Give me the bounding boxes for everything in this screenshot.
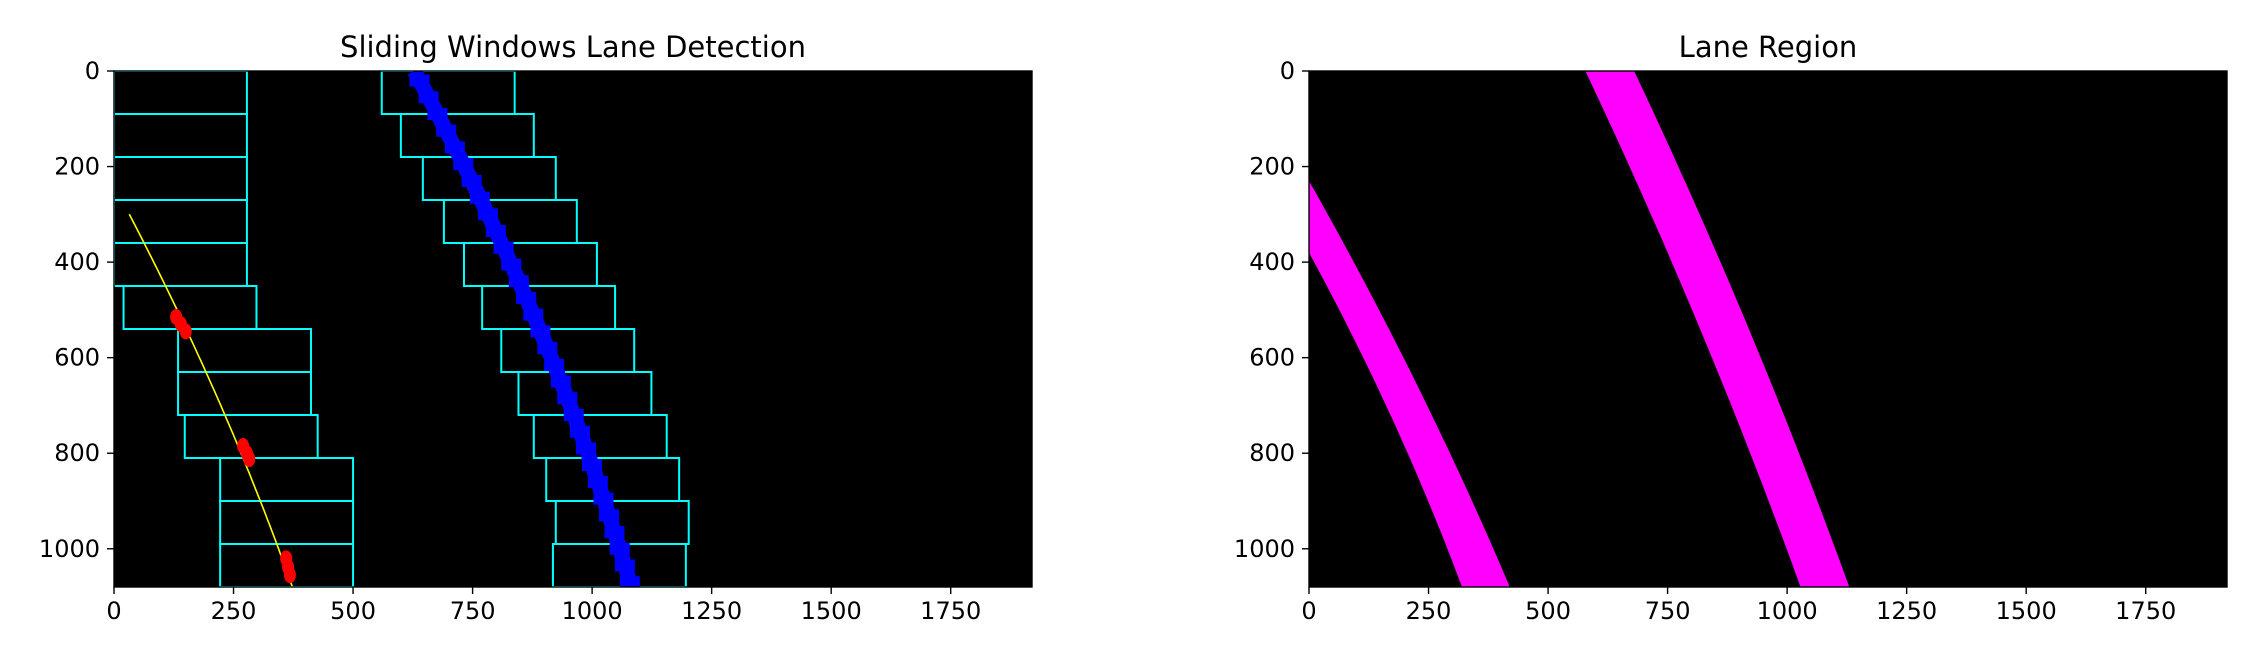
y-tick-label: 200 xyxy=(1249,153,1295,181)
right-lane-pixel-blob xyxy=(436,124,457,137)
lane-region-1 xyxy=(1309,180,1510,587)
right-lane-pixel-blob xyxy=(619,576,640,587)
plot-area xyxy=(1309,71,1850,587)
axes-frame xyxy=(1308,70,2228,588)
x-tick-label: 500 xyxy=(1525,597,1571,625)
left-lane-pixel-3 xyxy=(179,323,192,340)
right-lane-pixel-blob xyxy=(599,509,620,522)
y-tick-label: 600 xyxy=(1249,344,1295,372)
right-lane-pixel-blob xyxy=(409,74,430,87)
y-tick-label: 0 xyxy=(85,57,100,85)
right-lane-pixel-blob xyxy=(444,141,465,154)
chart-title: Sliding Windows Lane Detection xyxy=(340,30,806,64)
right-lane-pixel-blob xyxy=(501,258,522,271)
y-tick-label: 0 xyxy=(1280,57,1295,85)
left-lane-pixel-6 xyxy=(243,450,256,467)
x-tick-label: 1250 xyxy=(1876,597,1937,625)
y-tick-label: 1000 xyxy=(39,535,100,563)
right-lane-pixel-blob xyxy=(550,375,571,388)
right-lane-pixel-blob xyxy=(469,191,490,204)
right-lane-pixel-blob xyxy=(537,342,558,355)
y-tick-label: 1000 xyxy=(1234,535,1295,563)
right-lane-pixel-blob xyxy=(485,225,506,238)
y-tick-label: 800 xyxy=(1249,439,1295,467)
right-lane-pixel-blob xyxy=(461,174,482,187)
x-tick-label: 1500 xyxy=(1996,597,2057,625)
y-tick-label: 600 xyxy=(54,344,100,372)
x-tick-label: 1250 xyxy=(681,597,742,625)
chart-title: Lane Region xyxy=(1679,30,1858,64)
left-lane-pixel-9 xyxy=(283,567,296,584)
right-lane-pixel-blob xyxy=(477,208,498,221)
right-lane-pixel-blob xyxy=(493,241,514,254)
y-tick-label: 400 xyxy=(1249,248,1295,276)
right-lane-pixel-blob xyxy=(609,542,630,555)
right-lane-pixel-blob xyxy=(593,492,614,505)
right-lane-pixel-blob xyxy=(557,392,578,405)
x-tick-label: 1500 xyxy=(801,597,862,625)
left-window-12 xyxy=(219,543,355,587)
lane-region-2 xyxy=(1585,71,1850,587)
x-tick-label: 1000 xyxy=(1757,597,1818,625)
right-lane-pixel-blob xyxy=(569,425,590,438)
right-lane-pixel-blob xyxy=(418,91,439,104)
plot-area xyxy=(114,71,690,587)
y-tick-label: 400 xyxy=(54,248,100,276)
x-tick-label: 750 xyxy=(450,597,496,625)
right-lane-pixel-blob xyxy=(453,158,474,171)
x-tick-label: 750 xyxy=(1645,597,1691,625)
y-tick-label: 800 xyxy=(54,439,100,467)
left-fit-line xyxy=(128,213,294,587)
x-tick-label: 1000 xyxy=(562,597,623,625)
right-lane-pixel-blob xyxy=(516,291,537,304)
right-lane-pixel-blob xyxy=(587,475,608,488)
x-tick-label: 0 xyxy=(106,597,121,625)
y-tick-label: 200 xyxy=(54,153,100,181)
right-lane-pixel-blob xyxy=(530,325,551,338)
right-lane-pixel-blob xyxy=(508,275,529,288)
x-tick-label: 1750 xyxy=(920,597,981,625)
x-tick-label: 0 xyxy=(1301,597,1316,625)
right-lane-pixel-blob xyxy=(614,559,635,572)
right-lane-pixel-blob xyxy=(576,442,597,455)
x-tick-label: 250 xyxy=(1406,597,1452,625)
right-lane-pixel-blob xyxy=(582,459,603,472)
chart-1: 0 250 500 750 1000 1250 1500 1750 0 200 400 600 800 1… xyxy=(39,30,1033,625)
chart-2: 0 250 500 750 1000 1250 1500 1750 0 200 400 600 800 1… xyxy=(1234,30,2228,625)
right-lane-pixel-blob xyxy=(544,358,565,371)
axes-frame xyxy=(113,70,1033,588)
right-lane-pixel-blob xyxy=(563,409,584,421)
right-lane-pixel-blob xyxy=(427,108,448,120)
right-lane-pixel-blob xyxy=(604,526,625,539)
right-lane-pixel-blob xyxy=(523,308,544,321)
x-tick-label: 1750 xyxy=(2115,597,2176,625)
x-tick-label: 250 xyxy=(211,597,257,625)
x-tick-label: 500 xyxy=(330,597,376,625)
